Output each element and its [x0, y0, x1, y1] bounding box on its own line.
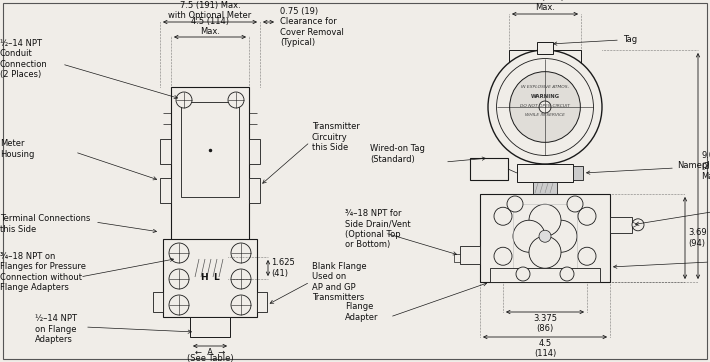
Text: ½–14 NPT
Conduit
Connection
(2 Places): ½–14 NPT Conduit Connection (2 Places): [0, 39, 48, 79]
Text: ¾–18 NPT on
Flanges for Pressure
Connection without
Flange Adapters: ¾–18 NPT on Flanges for Pressure Connect…: [0, 252, 86, 292]
Text: 7.5 (191) Max.
with Optional Meter: 7.5 (191) Max. with Optional Meter: [168, 1, 251, 20]
Text: ¾–18 NPT for
Side Drain/Vent
(Optional Top
or Bottom): ¾–18 NPT for Side Drain/Vent (Optional T…: [345, 209, 410, 249]
Circle shape: [488, 50, 602, 164]
Text: Tag: Tag: [623, 35, 637, 45]
Text: ½–14 NPT
on Flange
Adapters: ½–14 NPT on Flange Adapters: [35, 314, 77, 344]
Circle shape: [539, 101, 551, 113]
Bar: [517, 164, 573, 182]
Bar: [460, 247, 480, 264]
Text: Flange
Adapter: Flange Adapter: [345, 302, 378, 322]
Circle shape: [560, 267, 574, 281]
Text: IN EXPLOSIVE ATMOS-: IN EXPLOSIVE ATMOS-: [521, 85, 569, 89]
Circle shape: [539, 230, 551, 242]
Text: 1.625
(41): 1.625 (41): [271, 258, 295, 278]
Circle shape: [176, 92, 192, 108]
Text: (See Table): (See Table): [187, 354, 234, 362]
Text: 9.0
(229)
Max.: 9.0 (229) Max.: [701, 151, 710, 181]
Circle shape: [513, 220, 545, 252]
Text: Nameplate: Nameplate: [677, 160, 710, 169]
Bar: [153, 292, 163, 312]
Circle shape: [545, 220, 577, 252]
Circle shape: [529, 204, 561, 236]
Bar: [490, 268, 600, 282]
Circle shape: [231, 269, 251, 289]
Text: 4.5 (114)
Max.: 4.5 (114) Max.: [191, 17, 229, 36]
Text: H: H: [200, 274, 208, 282]
Circle shape: [231, 243, 251, 263]
Bar: [537, 42, 553, 54]
Bar: [533, 182, 557, 194]
Bar: [480, 194, 610, 282]
Text: Meter
Housing: Meter Housing: [0, 139, 34, 159]
Text: DO NOT OPEN CIRCUIT: DO NOT OPEN CIRCUIT: [520, 104, 570, 108]
Bar: [192, 257, 228, 279]
Circle shape: [510, 72, 580, 142]
Bar: [470, 158, 508, 180]
Bar: [171, 87, 249, 257]
Text: 3.69
(94): 3.69 (94): [688, 228, 706, 248]
Text: Transmitter
Circuitry
this Side: Transmitter Circuitry this Side: [312, 122, 360, 152]
Text: Wired-on Tag
(Standard): Wired-on Tag (Standard): [370, 144, 425, 164]
Circle shape: [228, 92, 244, 108]
Bar: [160, 139, 171, 164]
Circle shape: [578, 247, 596, 265]
Bar: [610, 217, 632, 233]
Bar: [509, 50, 581, 127]
Circle shape: [496, 59, 594, 155]
Bar: [249, 139, 260, 164]
Text: WHILE IN SERVICE: WHILE IN SERVICE: [525, 113, 565, 117]
Text: Terminal Connections
this Side: Terminal Connections this Side: [0, 214, 90, 234]
Bar: [181, 102, 239, 197]
Circle shape: [494, 207, 512, 225]
Bar: [454, 254, 460, 262]
Circle shape: [567, 196, 583, 212]
Circle shape: [494, 247, 512, 265]
Bar: [190, 317, 230, 337]
Bar: [160, 178, 171, 203]
Circle shape: [516, 267, 530, 281]
Circle shape: [632, 219, 644, 231]
Text: 4.5 (114)
Max.: 4.5 (114) Max.: [526, 0, 564, 12]
Circle shape: [169, 243, 189, 263]
Bar: [513, 204, 577, 268]
Text: ←  A  →: ← A →: [195, 348, 225, 357]
Text: 0.75 (19)
Clearance for
Cover Removal
(Typical): 0.75 (19) Clearance for Cover Removal (T…: [280, 7, 344, 47]
Bar: [163, 239, 257, 317]
Text: WARNING: WARNING: [530, 94, 559, 100]
Circle shape: [231, 295, 251, 315]
Bar: [257, 292, 267, 312]
Circle shape: [529, 236, 561, 268]
Text: 4.5
(114): 4.5 (114): [534, 339, 556, 358]
Text: Blank Flange
Used on
AP and GP
Transmitters: Blank Flange Used on AP and GP Transmitt…: [312, 262, 366, 302]
Text: L: L: [213, 274, 219, 282]
Bar: [573, 166, 583, 180]
Circle shape: [169, 269, 189, 289]
Circle shape: [507, 196, 523, 212]
Text: 3.375
(86): 3.375 (86): [533, 314, 557, 333]
Bar: [249, 178, 260, 203]
Circle shape: [578, 207, 596, 225]
Circle shape: [169, 295, 189, 315]
